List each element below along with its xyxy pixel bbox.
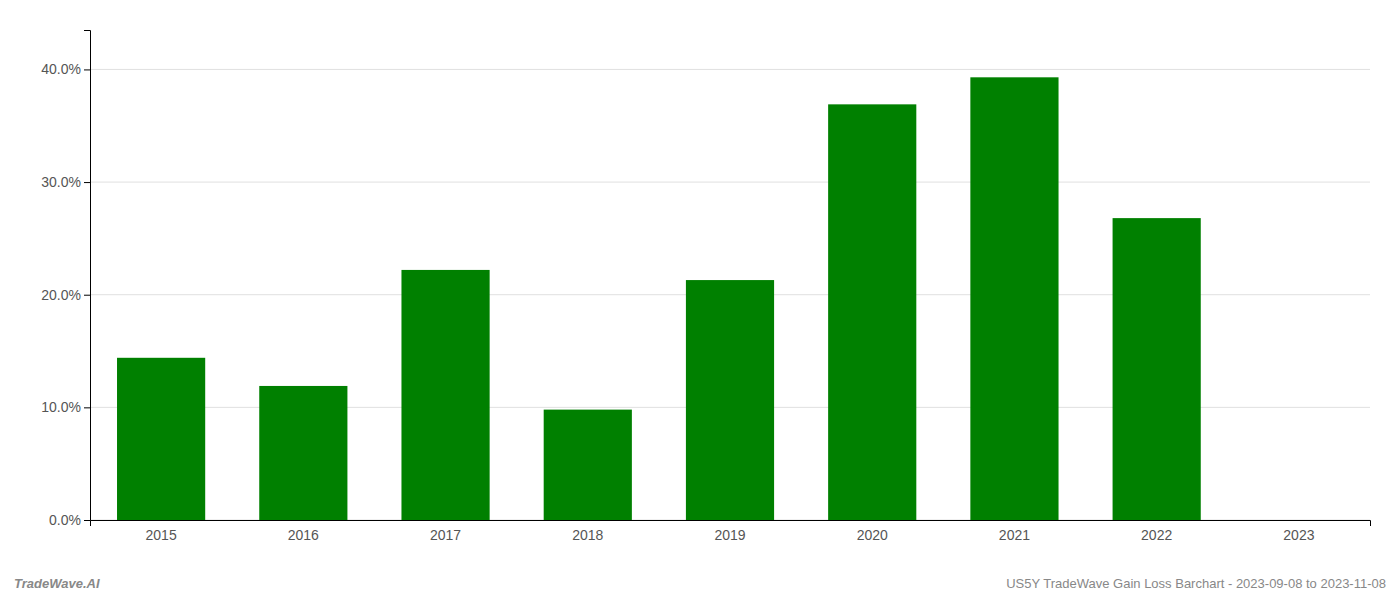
plot: 0.0% 10.0% 20.0% 30.0% 40.0% 2015 2016 2017 2018… [41,31,1370,543]
x-tick: 2017 [430,527,461,543]
y-tick: 40.0% [41,61,90,77]
grid-line [90,182,1370,183]
x-axis: 2015 2016 2017 2018 2019 2020 2021 2022 2023 [91,521,1371,543]
y-tick: 0.0% [49,512,90,528]
y-tick-mark [84,182,90,183]
y-tick-label: 20.0% [41,287,81,303]
y-tick-label: 10.0% [41,399,81,415]
bar [259,386,347,520]
x-tick: 2020 [857,527,888,543]
bar [544,410,632,520]
x-tick-label: 2018 [572,527,603,543]
x-tick-label: 2022 [1141,527,1172,543]
x-tick: 2022 [1141,527,1172,543]
x-tick: 2021 [999,527,1030,543]
grid [90,69,1370,520]
x-tick-label: 2023 [1283,527,1314,543]
bar [1113,218,1201,520]
y-tick: 30.0% [41,174,90,190]
x-tick: 2018 [572,527,603,543]
y-tick-mark [84,295,90,296]
x-tick: 2023 [1283,527,1314,543]
y-tick-mark [84,69,90,70]
y-tick: 10.0% [41,399,90,415]
title: US5Y TradeWave Gain Loss Barchart - 2023… [1006,576,1386,591]
x-tick-label: 2021 [999,527,1030,543]
x-tick: 2016 [288,527,319,543]
x-tick-label: 2017 [430,527,461,543]
grid-line [90,69,1370,70]
bars [117,77,1201,520]
x-tick-label: 2016 [288,527,319,543]
x-tick-label: 2015 [146,527,177,543]
y-tick-mark [84,520,90,521]
y-tick-mark [84,407,90,408]
y-axis-line [84,31,91,521]
x-tick: 2019 [714,527,745,543]
y-axis: 0.0% 10.0% 20.0% 30.0% 40.0% [41,31,90,528]
bar [828,104,916,520]
chart: 0.0% 10.0% 20.0% 30.0% 40.0% 2015 2016 2017 2018… [0,0,1400,600]
y-tick-label: 40.0% [41,61,81,77]
bar [117,358,205,520]
bar [686,280,774,520]
y-tick-label: 30.0% [41,174,81,190]
x-tick-label: 2020 [857,527,888,543]
watermark: TradeWave.AI [14,576,100,591]
bar [970,77,1058,520]
y-tick-label: 0.0% [49,512,81,528]
x-tick-label: 2019 [714,527,745,543]
bar [401,270,489,520]
x-axis-line [91,521,1371,527]
x-tick: 2015 [146,527,177,543]
y-tick: 20.0% [41,287,90,303]
